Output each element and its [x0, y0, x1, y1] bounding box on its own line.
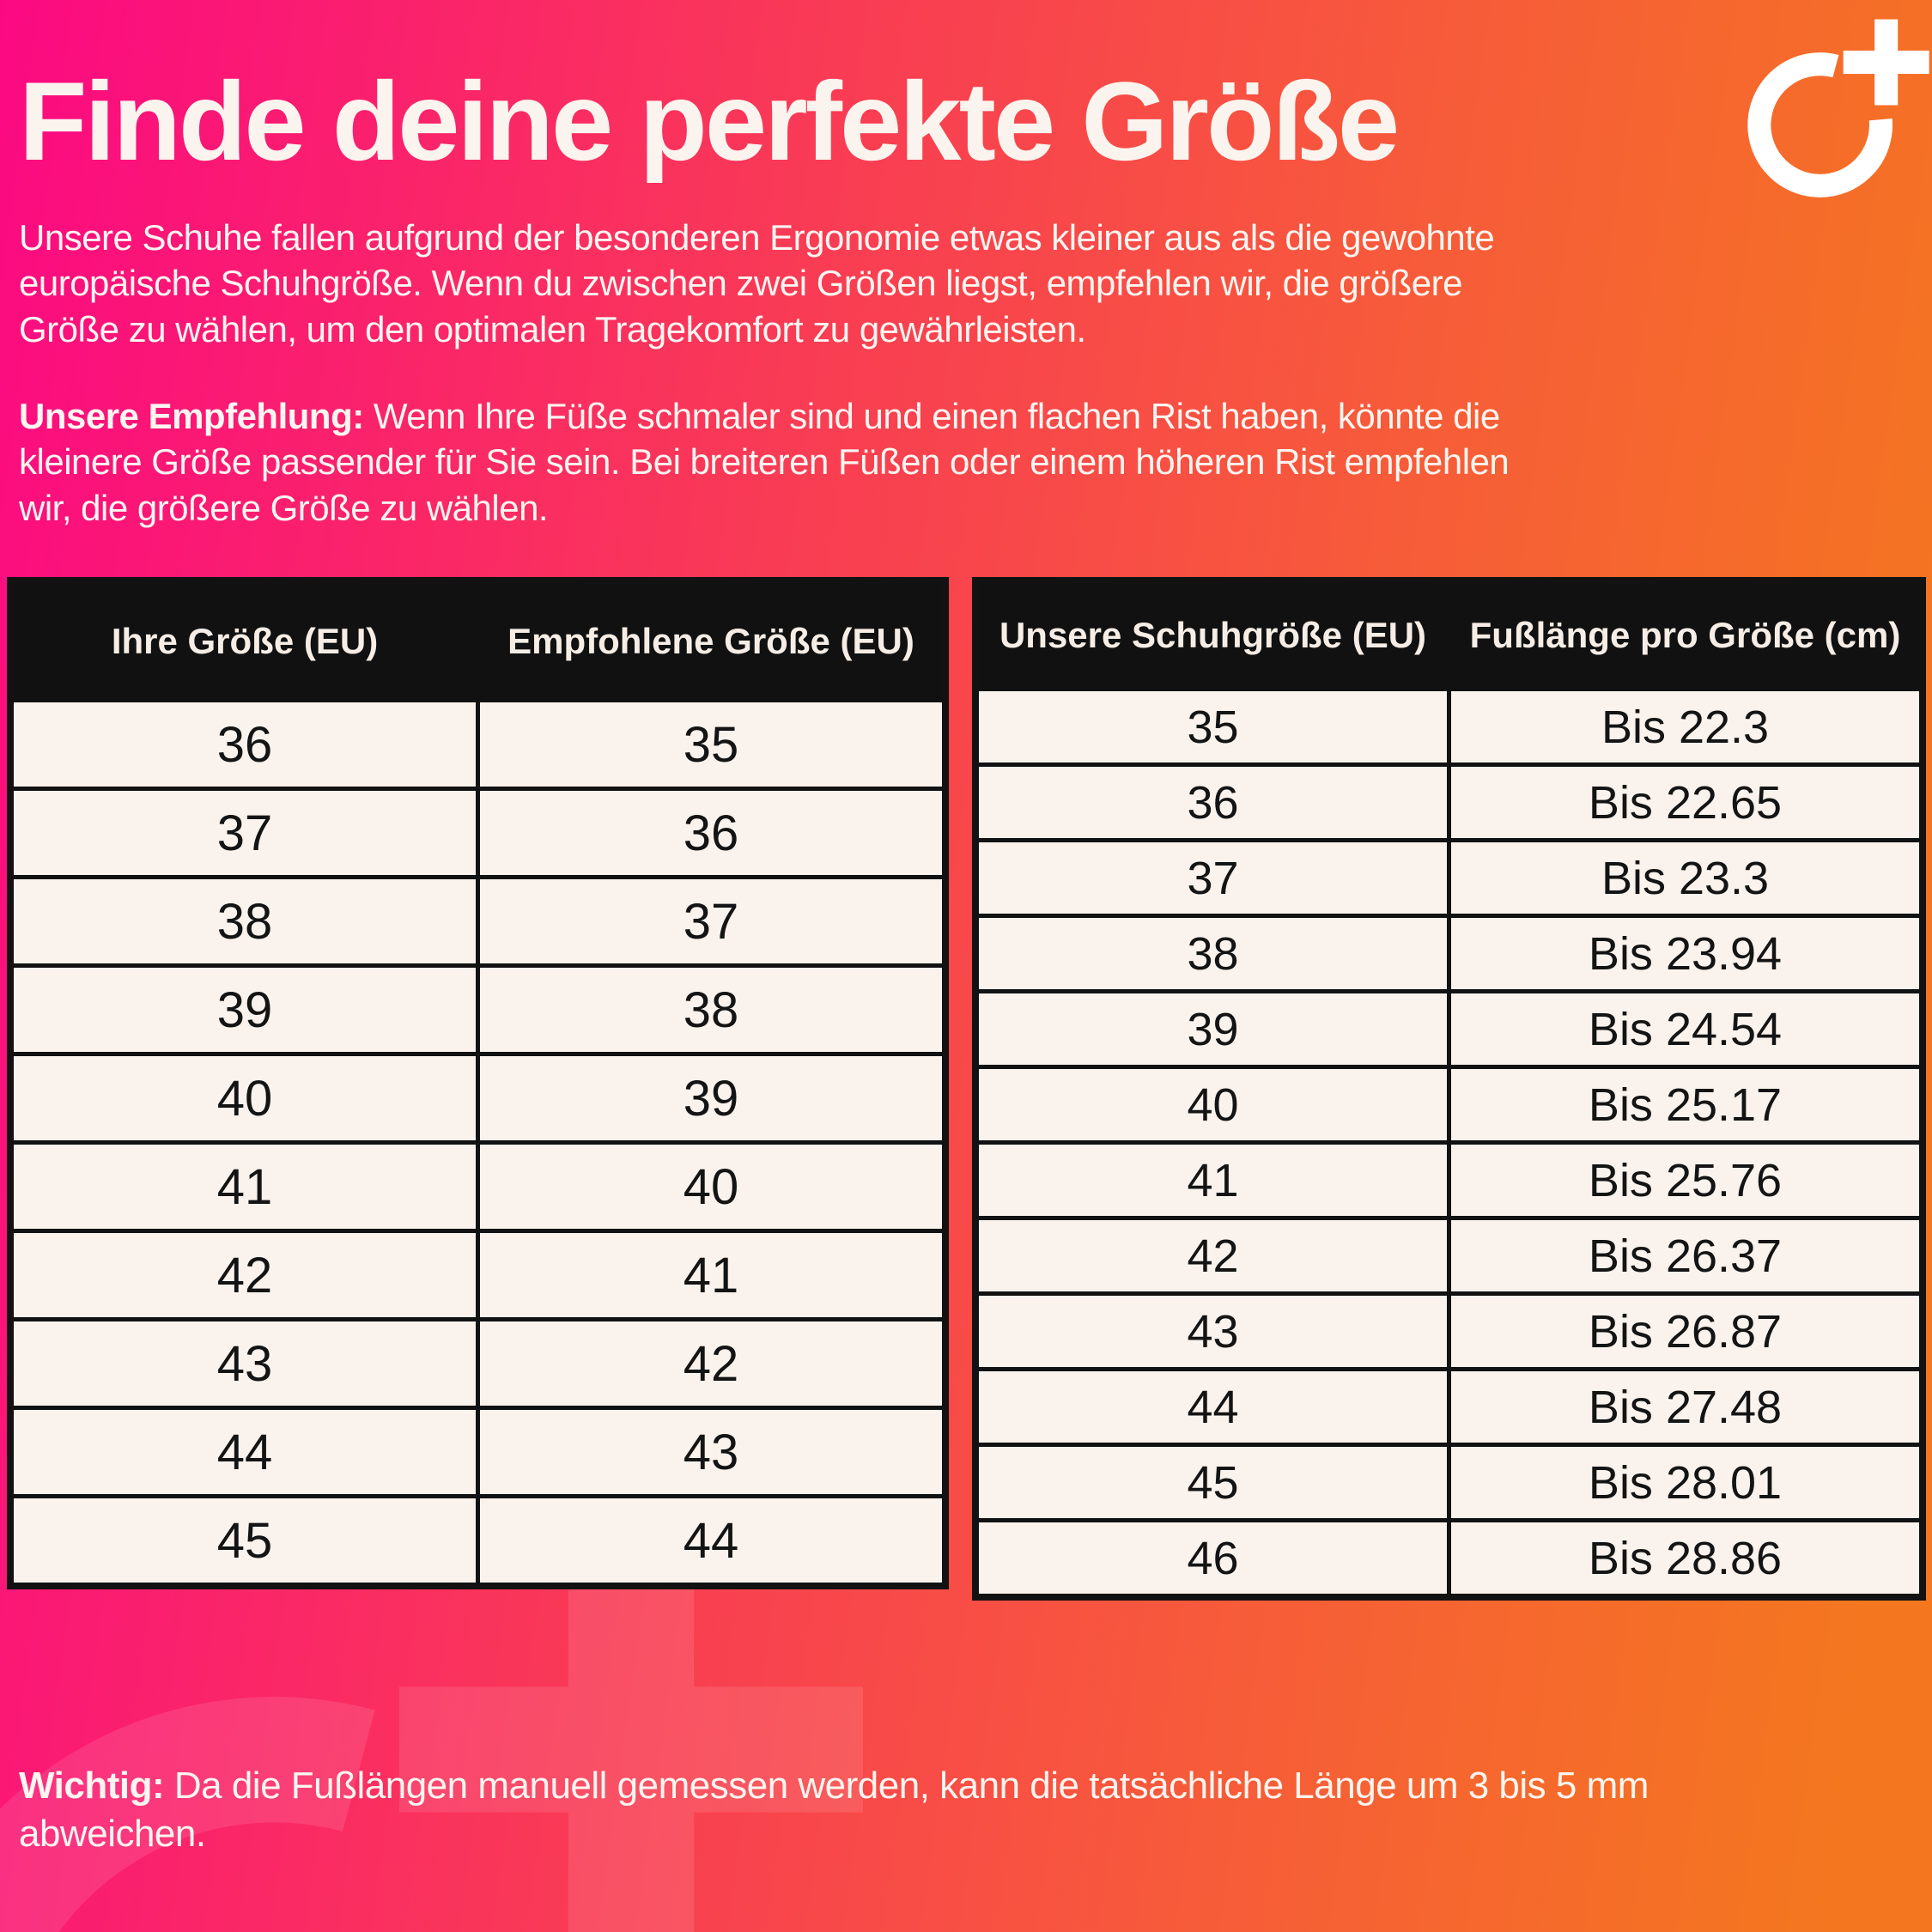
recommendation-paragraph: Unsere Empfehlung: Wenn Ihre Füße schmal…	[19, 393, 1510, 531]
col-header-recommended-size: Empfohlene Größe (EU)	[476, 578, 948, 702]
intro-paragraph: Unsere Schuhe fallen aufgrund der besond…	[19, 215, 1495, 352]
col-header-your-size: Ihre Größe (EU)	[8, 578, 480, 702]
intro-line: Unsere Schuhe fallen aufgrund der besond…	[19, 217, 1495, 258]
table-row: 36 Bis 22.65	[973, 762, 1925, 842]
cell-your-size: 43	[8, 1317, 480, 1410]
table-row: 43 42	[8, 1317, 948, 1410]
recommendation-label: Unsere Empfehlung:	[19, 396, 364, 436]
cell-your-size: 45	[8, 1494, 480, 1589]
table-row: 38 Bis 23.94	[973, 914, 1925, 993]
cell-your-size: 39	[8, 963, 480, 1056]
cell-foot-length: Bis 25.76	[1447, 1140, 1925, 1220]
footer-note-line: Wichtig: Da die Fußlängen manuell gemess…	[19, 1762, 1649, 1810]
table-row: 42 41	[8, 1229, 948, 1321]
cell-foot-length: Bis 22.65	[1447, 762, 1925, 842]
cell-shoe-size: 39	[973, 989, 1451, 1069]
cell-foot-length: Bis 22.3	[1447, 687, 1925, 767]
cell-foot-length: Bis 25.17	[1447, 1065, 1925, 1145]
cell-your-size: 42	[8, 1229, 480, 1321]
table-row: 45 44	[8, 1494, 948, 1589]
table-row: 40 39	[8, 1052, 948, 1145]
table-row: 38 37	[8, 875, 948, 968]
cell-foot-length: Bis 24.54	[1447, 989, 1925, 1069]
cell-shoe-size: 41	[973, 1140, 1451, 1220]
circle-plus-logo-icon	[1747, 19, 1929, 197]
cell-shoe-size: 43	[973, 1291, 1451, 1371]
cell-recommended-size: 40	[476, 1140, 948, 1233]
table-row: 41 40	[8, 1140, 948, 1233]
table-row: 36 35	[8, 698, 948, 791]
table-row: 40 Bis 25.17	[973, 1065, 1925, 1145]
table-row: 46 Bis 28.86	[973, 1518, 1925, 1600]
cell-your-size: 38	[8, 875, 480, 968]
cell-shoe-size: 36	[973, 762, 1451, 842]
cell-foot-length: Bis 23.94	[1447, 914, 1925, 993]
cell-foot-length: Bis 28.01	[1447, 1443, 1925, 1522]
cell-foot-length: Bis 23.3	[1447, 838, 1925, 918]
cell-shoe-size: 46	[973, 1518, 1451, 1600]
size-recommendation-table: Ihre Größe (EU) Empfohlene Größe (EU) 36…	[7, 577, 949, 1589]
cell-recommended-size: 41	[476, 1229, 948, 1321]
intro-line: Größe zu wählen, um den optimalen Tragek…	[19, 308, 1086, 349]
cell-foot-length: Bis 26.37	[1447, 1216, 1925, 1296]
cell-recommended-size: 44	[476, 1494, 948, 1589]
cell-recommended-size: 36	[476, 787, 948, 879]
footer-note-line: abweichen.	[19, 1812, 206, 1855]
cell-shoe-size: 44	[973, 1367, 1451, 1447]
cell-recommended-size: 43	[476, 1406, 948, 1498]
cell-foot-length: Bis 27.48	[1447, 1367, 1925, 1447]
cell-shoe-size: 37	[973, 838, 1451, 918]
foot-length-table: Unsere Schuhgröße (EU) Fußlänge pro Größ…	[972, 577, 1926, 1601]
recommendation-line: Unsere Empfehlung: Wenn Ihre Füße schmal…	[19, 393, 1509, 439]
table-row: 35 Bis 22.3	[973, 687, 1925, 767]
cell-shoe-size: 40	[973, 1065, 1451, 1145]
table-row: 42 Bis 26.37	[973, 1216, 1925, 1296]
footer-note-text: Da die Fußlängen manuell gemessen werden…	[173, 1765, 1649, 1807]
cell-your-size: 36	[8, 698, 480, 791]
cell-your-size: 44	[8, 1406, 480, 1498]
footer-note: Wichtig: Da die Fußlängen manuell gemess…	[19, 1762, 1649, 1858]
table-row: 43 Bis 26.87	[973, 1291, 1925, 1371]
table-row: 37 36	[8, 787, 948, 879]
cell-your-size: 40	[8, 1052, 480, 1145]
recommendation-text: Wenn Ihre Füße schmaler sind und einen f…	[373, 396, 1500, 436]
cell-recommended-size: 42	[476, 1317, 948, 1410]
footer-note-label: Wichtig:	[19, 1765, 165, 1807]
cell-recommended-size: 38	[476, 963, 948, 1056]
cell-shoe-size: 45	[973, 1443, 1451, 1522]
recommendation-line: kleinere Größe passender für Sie sein. B…	[19, 441, 1510, 483]
cell-your-size: 41	[8, 1140, 480, 1233]
table-row: 41 Bis 25.76	[973, 1140, 1925, 1220]
cell-shoe-size: 42	[973, 1216, 1451, 1296]
cell-recommended-size: 35	[476, 698, 948, 791]
table-row: 37 Bis 23.3	[973, 838, 1925, 918]
table-row: 39 Bis 24.54	[973, 989, 1925, 1069]
cell-foot-length: Bis 26.87	[1447, 1291, 1925, 1371]
table-row: 44 43	[8, 1406, 948, 1498]
cell-recommended-size: 37	[476, 875, 948, 968]
col-header-our-shoe-size: Unsere Schuhgröße (EU)	[973, 578, 1451, 691]
intro-line: europäische Schuhgröße. Wenn du zwischen…	[19, 263, 1462, 304]
table-header-row: Ihre Größe (EU) Empfohlene Größe (EU)	[8, 578, 948, 702]
cell-your-size: 37	[8, 787, 480, 879]
table-row: 39 38	[8, 963, 948, 1056]
table-header-row: Unsere Schuhgröße (EU) Fußlänge pro Größ…	[973, 578, 1925, 691]
page-title: Finde deine perfekte Größe	[19, 58, 1400, 184]
cell-shoe-size: 38	[973, 914, 1451, 993]
table-row: 44 Bis 27.48	[973, 1367, 1925, 1447]
cell-recommended-size: 39	[476, 1052, 948, 1145]
cell-shoe-size: 35	[973, 687, 1451, 767]
table-row: 45 Bis 28.01	[973, 1443, 1925, 1522]
cell-foot-length: Bis 28.86	[1447, 1518, 1925, 1600]
col-header-foot-length: Fußlänge pro Größe (cm)	[1447, 578, 1925, 691]
recommendation-line: wir, die größere Größe zu wählen.	[19, 487, 549, 528]
